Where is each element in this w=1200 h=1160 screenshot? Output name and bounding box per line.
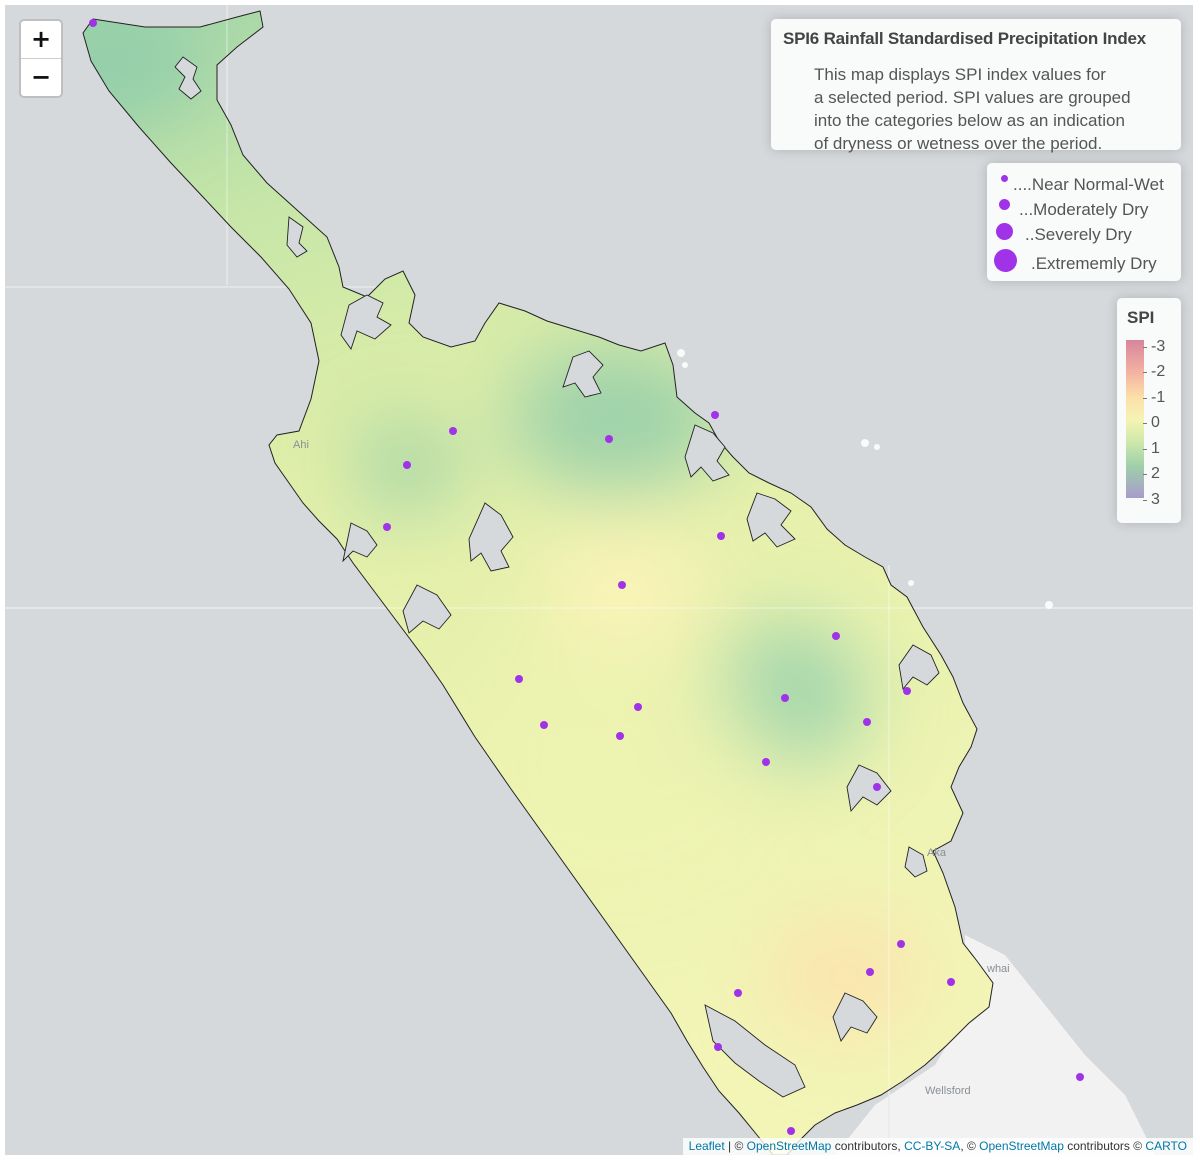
color-ramp xyxy=(1126,340,1144,498)
legend-label: ...Moderately Dry xyxy=(1019,200,1149,219)
station-marker[interactable] xyxy=(634,703,642,711)
station-marker[interactable] xyxy=(89,19,97,27)
station-marker[interactable] xyxy=(781,694,789,702)
place-label: Ahi xyxy=(293,439,309,451)
station-marker[interactable] xyxy=(540,721,548,729)
station-marker[interactable] xyxy=(618,581,626,589)
attribution-text: contributors © xyxy=(1063,1139,1146,1153)
description-line: into the categories below as an indicati… xyxy=(814,111,1125,130)
station-marker[interactable] xyxy=(903,687,911,695)
legend-dot-small-icon xyxy=(1001,175,1008,182)
map-description: This map displays SPI index values for a… xyxy=(814,63,1164,155)
place-label: Wellsford xyxy=(925,1085,971,1097)
legend-dot-large-icon xyxy=(996,223,1013,240)
station-marker[interactable] xyxy=(866,968,874,976)
map-title: SPI6 Rainfall Standardised Precipitation… xyxy=(783,29,1147,48)
info-panel: SPI6 Rainfall Standardised Precipitation… xyxy=(771,19,1181,153)
legend-dot-xlarge-icon xyxy=(994,249,1017,272)
station-marker[interactable] xyxy=(863,718,871,726)
station-marker[interactable] xyxy=(787,1127,795,1135)
station-marker[interactable] xyxy=(832,632,840,640)
station-marker[interactable] xyxy=(515,675,523,683)
station-marker[interactable] xyxy=(403,461,411,469)
legend-dot-medium-icon xyxy=(999,199,1010,210)
zoom-in-button[interactable]: + xyxy=(30,25,52,53)
description-line: of dryness or wetness over the period. xyxy=(814,134,1103,153)
attribution-text: contributors, xyxy=(831,1139,905,1153)
place-label: Aka xyxy=(927,847,946,859)
osm-link[interactable]: OpenStreetMap xyxy=(979,1139,1064,1153)
station-marker[interactable] xyxy=(762,758,770,766)
attribution-text: , © xyxy=(960,1139,980,1153)
map-attribution: Leaflet | © OpenStreetMap contributors, … xyxy=(682,1138,1193,1155)
station-marker[interactable] xyxy=(383,523,391,531)
station-marker[interactable] xyxy=(605,435,613,443)
place-label: whai xyxy=(987,963,1010,975)
osm-link[interactable]: OpenStreetMap xyxy=(746,1139,832,1153)
station-marker[interactable] xyxy=(734,989,742,997)
description-line: This map displays SPI index values for xyxy=(814,65,1106,84)
description-line: a selected period. SPI values are groupe… xyxy=(814,88,1131,107)
station-marker[interactable] xyxy=(873,783,881,791)
legend-label: .Extrememly Dry xyxy=(1031,254,1157,273)
station-marker[interactable] xyxy=(897,940,905,948)
leaflet-link[interactable]: Leaflet xyxy=(688,1139,725,1153)
size-legend: ....Near Normal-Wet ...Moderately Dry ..… xyxy=(987,163,1181,281)
station-marker[interactable] xyxy=(616,732,624,740)
station-marker[interactable] xyxy=(711,411,719,419)
carto-link[interactable]: CARTO xyxy=(1145,1139,1187,1153)
zoom-out-button[interactable]: − xyxy=(21,58,61,96)
station-marker[interactable] xyxy=(449,427,457,435)
spi-color-legend: SPI -3 -2 -1 0 1 2 3 xyxy=(1117,298,1181,523)
legend-label: ..Severely Dry xyxy=(1025,225,1132,244)
attribution-text: | © xyxy=(724,1139,747,1153)
station-marker[interactable] xyxy=(947,978,955,986)
cc-by-sa-link[interactable]: CC-BY-SA xyxy=(904,1139,961,1153)
legend-label: ....Near Normal-Wet xyxy=(1013,175,1164,194)
station-marker[interactable] xyxy=(1076,1073,1084,1081)
map-view[interactable]: Ahi Wellsford whai Aka + − SPI6 Rainfall… xyxy=(5,5,1193,1155)
zoom-control: + − xyxy=(19,19,63,98)
legend-title: SPI xyxy=(1127,308,1155,327)
station-marker[interactable] xyxy=(717,532,725,540)
station-marker[interactable] xyxy=(714,1043,722,1051)
